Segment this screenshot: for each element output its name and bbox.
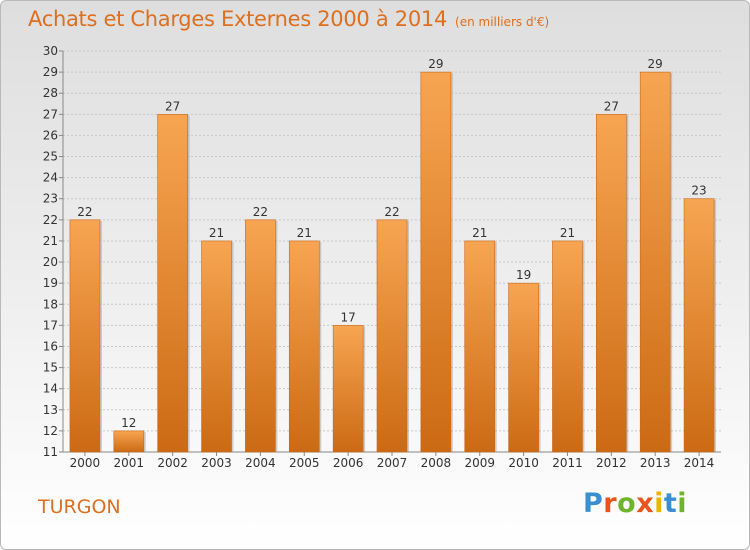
y-tick-label: 17 bbox=[43, 318, 58, 332]
bar-2011 bbox=[552, 240, 583, 453]
bar-2003 bbox=[201, 240, 232, 453]
x-tick-label: 2000 bbox=[70, 456, 101, 470]
x-tick-label: 2006 bbox=[333, 456, 364, 470]
logo-letter: i bbox=[677, 488, 688, 519]
logo-letter: o bbox=[617, 488, 637, 519]
y-tick-label: 25 bbox=[43, 150, 58, 164]
logo-letter: r bbox=[603, 488, 618, 519]
x-tick-label: 2008 bbox=[421, 456, 452, 470]
y-tick-labels: 11 12 13 14 15 16 17 18 19 20 21 22 23 24 25 26 27 28 29 30 bbox=[43, 44, 58, 459]
commune-name: TURGON bbox=[38, 496, 121, 518]
x-tick-label: 2004 bbox=[245, 456, 276, 470]
data-label: 19 bbox=[516, 268, 531, 282]
y-tick-label: 14 bbox=[43, 382, 58, 396]
y-tick-label: 16 bbox=[43, 339, 58, 353]
bar-2000 bbox=[69, 219, 101, 453]
y-tick-label: 28 bbox=[43, 86, 58, 100]
x-tick-label: 2010 bbox=[508, 456, 539, 470]
chart-title: Achats et Charges Externes 2000 à 2014 bbox=[28, 7, 448, 31]
bar-2014 bbox=[683, 198, 715, 453]
bar-2009 bbox=[464, 240, 496, 453]
y-tick-label: 11 bbox=[43, 445, 58, 459]
bar-2012 bbox=[596, 114, 627, 453]
y-tick-label: 23 bbox=[43, 192, 58, 206]
x-tick-label: 2002 bbox=[157, 456, 188, 470]
data-label: 17 bbox=[340, 310, 355, 324]
logo-letter: i bbox=[654, 488, 664, 519]
logo-letter: t bbox=[663, 488, 678, 519]
data-labels: 22 12 27 21 22 21 17 22 29 21 19 21 27 29 23 bbox=[77, 57, 706, 430]
data-label: 21 bbox=[297, 226, 312, 240]
data-label: 27 bbox=[604, 99, 619, 113]
x-tick-label: 2013 bbox=[640, 456, 671, 470]
x-tick-label: 2014 bbox=[684, 456, 715, 470]
logo-letter: P bbox=[583, 488, 604, 519]
data-label: 21 bbox=[209, 226, 224, 240]
x-tick-label: 2003 bbox=[201, 456, 232, 470]
y-tick-label: 30 bbox=[43, 44, 58, 58]
logo-letter: x bbox=[636, 488, 655, 519]
data-label: 29 bbox=[428, 57, 443, 71]
y-tick-label: 22 bbox=[43, 213, 58, 227]
x-tick-labels: 2000 2001 2002 2003 2004 2005 2006 2007 2008 2009… bbox=[70, 456, 715, 470]
data-label: 21 bbox=[472, 226, 487, 240]
bar-2006 bbox=[332, 325, 364, 453]
chart-unit-note: (en milliers d'€) bbox=[455, 15, 550, 29]
x-tick-label: 2012 bbox=[596, 456, 627, 470]
y-tick-label: 29 bbox=[43, 65, 58, 79]
y-tick-label: 26 bbox=[43, 128, 58, 142]
bar-2001 bbox=[113, 430, 145, 453]
data-label: 29 bbox=[648, 57, 663, 71]
data-label: 22 bbox=[253, 205, 268, 219]
y-tick-label: 13 bbox=[43, 403, 58, 417]
x-tick-label: 2005 bbox=[289, 456, 320, 470]
y-tick-label: 19 bbox=[43, 276, 58, 290]
y-tick-label: 24 bbox=[43, 171, 58, 185]
y-tick-label: 21 bbox=[43, 234, 58, 248]
data-label: 12 bbox=[121, 416, 136, 430]
data-label: 23 bbox=[691, 184, 706, 198]
data-label: 21 bbox=[560, 226, 575, 240]
bar-2010 bbox=[508, 282, 539, 453]
bar-2005 bbox=[288, 240, 320, 453]
bar-2008 bbox=[420, 71, 452, 453]
y-tick-label: 27 bbox=[43, 107, 58, 121]
chart-header: Achats et Charges Externes 2000 à 2014 (e… bbox=[28, 7, 549, 31]
data-label: 22 bbox=[384, 205, 399, 219]
y-tick-label: 20 bbox=[43, 255, 58, 269]
bar-2002 bbox=[157, 114, 188, 453]
x-tick-label: 2001 bbox=[114, 456, 145, 470]
bar-2013 bbox=[639, 71, 671, 453]
bar-2007 bbox=[376, 219, 408, 453]
y-tick-label: 18 bbox=[43, 297, 58, 311]
y-tick-label: 12 bbox=[43, 424, 58, 438]
proxiti-logo: Proxiti bbox=[583, 488, 687, 519]
bars bbox=[69, 71, 717, 453]
y-tick-label: 15 bbox=[43, 361, 58, 375]
x-tick-label: 2009 bbox=[464, 456, 495, 470]
data-label: 27 bbox=[165, 99, 180, 113]
bar-2004 bbox=[245, 219, 276, 453]
x-tick-label: 2011 bbox=[552, 456, 583, 470]
data-label: 22 bbox=[77, 205, 92, 219]
x-tick-label: 2007 bbox=[377, 456, 408, 470]
